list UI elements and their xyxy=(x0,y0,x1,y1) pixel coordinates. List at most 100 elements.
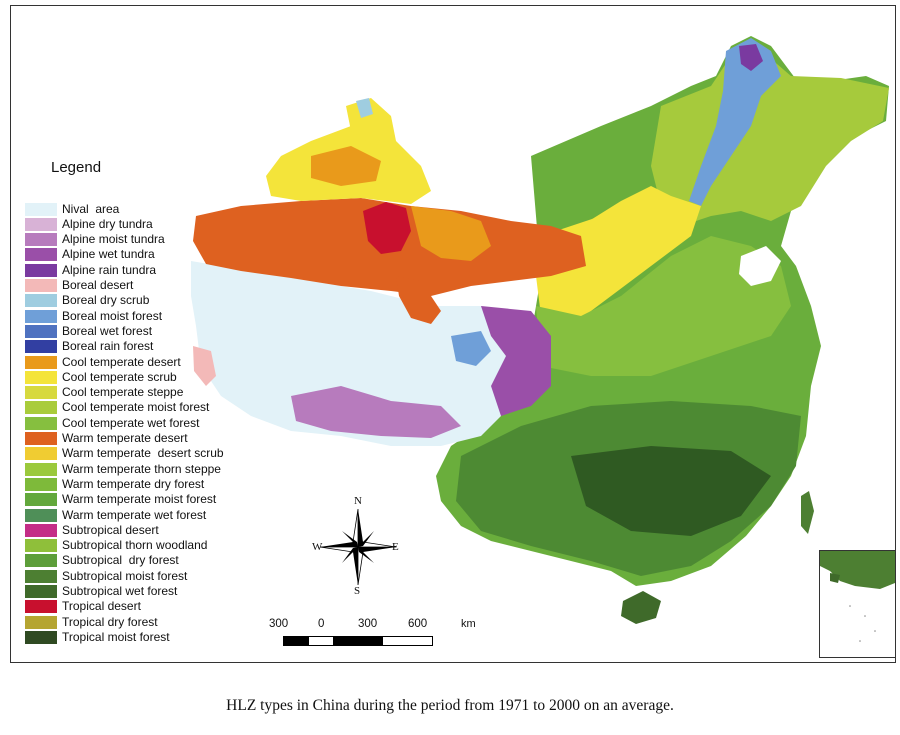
legend-swatch xyxy=(25,202,57,216)
region-inner-mongolia xyxy=(581,186,671,246)
legend-item: Warm temperate wet forest xyxy=(25,508,206,522)
legend-label: Warm temperate dry forest xyxy=(62,476,205,491)
scale-unit: km xyxy=(461,618,476,630)
legend-label: Boreal dry scrub xyxy=(62,293,150,308)
legend-item: Boreal moist forest xyxy=(25,309,162,323)
legend-item: Subtropical dry forest xyxy=(25,554,179,568)
compass-rose: N S E W xyxy=(308,495,408,599)
legend-label: Subtropical wet forest xyxy=(62,584,178,598)
region-boreal xyxy=(689,38,781,206)
legend-swatch xyxy=(25,569,57,583)
scale-segment xyxy=(407,637,433,645)
legend-swatch xyxy=(25,324,57,338)
legend-swatch xyxy=(25,432,57,445)
legend-swatch xyxy=(25,340,57,354)
legend-swatch xyxy=(25,539,57,553)
legend-label: Subtropical thorn woodland xyxy=(62,538,208,553)
scale-tick-label: 0 xyxy=(318,618,325,630)
legend-label: Warm temperate desert xyxy=(62,431,188,445)
legend-swatch xyxy=(25,615,57,629)
legend-item: Alpine dry tundra xyxy=(25,217,153,231)
legend-swatch xyxy=(25,585,57,598)
legend-swatch xyxy=(25,508,57,522)
scale-tick-label: 300 xyxy=(358,618,378,630)
compass-north: N xyxy=(354,495,362,507)
legend-swatch xyxy=(25,248,57,262)
region-central xyxy=(536,236,791,376)
legend-item: Warm temperate dry forest xyxy=(25,477,204,491)
scale-tick-label: 600 xyxy=(408,618,428,630)
scale-bar-strip xyxy=(283,636,433,646)
compass-east: E xyxy=(392,541,399,553)
legend-label: Tropical moist forest xyxy=(62,629,170,644)
legend-label: Warm temperate thorn steppe xyxy=(62,461,221,476)
legend-item: Tropical dry forest xyxy=(25,615,158,629)
region-tropical-desert xyxy=(363,202,411,254)
legend-item: Cool temperate scrub xyxy=(25,370,177,384)
map-figure: Legend Nival area Alpine dry tundra Alpine… xyxy=(10,5,896,663)
legend-label: Tropical dry forest xyxy=(62,614,158,629)
compass-star-icon xyxy=(319,508,397,586)
legend-swatch xyxy=(25,447,57,461)
legend-item: Subtropical thorn woodland xyxy=(25,539,207,553)
legend-item: Cool temperate wet forest xyxy=(25,416,199,430)
legend-swatch xyxy=(25,263,57,277)
legend-label: Subtropical dry forest xyxy=(62,553,179,568)
scale-segment xyxy=(333,637,359,645)
legend-item: Boreal rain forest xyxy=(25,340,153,354)
taiwan-island xyxy=(801,491,814,534)
legend-label: Boreal rain forest xyxy=(62,339,154,354)
compass-west: W xyxy=(312,541,323,553)
legend-swatch xyxy=(25,416,57,430)
legend-item: Subtropical wet forest xyxy=(25,585,177,599)
legend-item: Alpine rain tundra xyxy=(25,263,156,277)
region-cool-desert xyxy=(411,206,491,261)
legend-swatch xyxy=(25,630,57,644)
scale-bar: 300 0 300 600 km xyxy=(266,618,486,653)
region-north-yellow xyxy=(536,196,701,326)
legend-item: Tropical desert xyxy=(25,600,141,614)
china-hlz-map xyxy=(191,36,889,624)
legend-item: Warm temperate moist forest xyxy=(25,493,216,507)
legend-swatch xyxy=(25,600,57,614)
legend-label: Subtropical desert xyxy=(62,522,159,537)
legend-item: Subtropical desert xyxy=(25,523,159,537)
legend-label: Alpine dry tundra xyxy=(62,216,153,231)
scale-segment xyxy=(358,637,383,645)
legend-label: Alpine wet tundra xyxy=(62,247,155,262)
legend-label: Cool temperate moist forest xyxy=(62,400,210,415)
legend-label: Cool temperate desert xyxy=(62,354,181,369)
legend-item: Subtropical moist forest xyxy=(25,569,187,583)
scale-segment xyxy=(382,637,408,645)
legend-swatch xyxy=(25,309,57,323)
legend-item: Boreal dry scrub xyxy=(25,294,149,308)
inset-map xyxy=(820,551,895,642)
legend-label: Warm temperate moist forest xyxy=(62,492,217,507)
legend-swatch xyxy=(25,217,57,231)
legend-item: Boreal wet forest xyxy=(25,324,152,338)
legend-swatch xyxy=(25,386,57,400)
legend-swatch xyxy=(25,477,57,491)
legend-swatch xyxy=(25,401,57,415)
legend-label: Cool temperate wet forest xyxy=(62,415,200,430)
legend-label: Subtropical moist forest xyxy=(62,568,188,583)
legend-label: Cool temperate steppe xyxy=(62,385,184,400)
legend-item: Nival area xyxy=(25,202,119,216)
region-boreal-purple xyxy=(739,44,763,71)
legend-item: Warm temperate thorn steppe xyxy=(25,462,221,476)
hainan-island xyxy=(621,591,661,624)
legend-item: Cool temperate steppe xyxy=(25,386,183,400)
legend-title: Legend xyxy=(51,159,102,176)
legend-swatch xyxy=(25,279,57,292)
legend-item: Tropical moist forest xyxy=(25,630,170,644)
region-boreal-tibet xyxy=(451,331,491,366)
scale-tick-label: 300 xyxy=(269,618,289,630)
legend-swatch xyxy=(25,370,57,384)
region-tibet-nival xyxy=(191,261,551,446)
region-altai-blue xyxy=(356,98,373,118)
legend-label: Warm temperate wet forest xyxy=(62,507,207,522)
region-alpine-south xyxy=(291,386,461,438)
region-dzungaria-orange xyxy=(311,146,381,186)
legend-item: Cool temperate desert xyxy=(25,355,181,369)
legend-swatch xyxy=(25,554,57,568)
